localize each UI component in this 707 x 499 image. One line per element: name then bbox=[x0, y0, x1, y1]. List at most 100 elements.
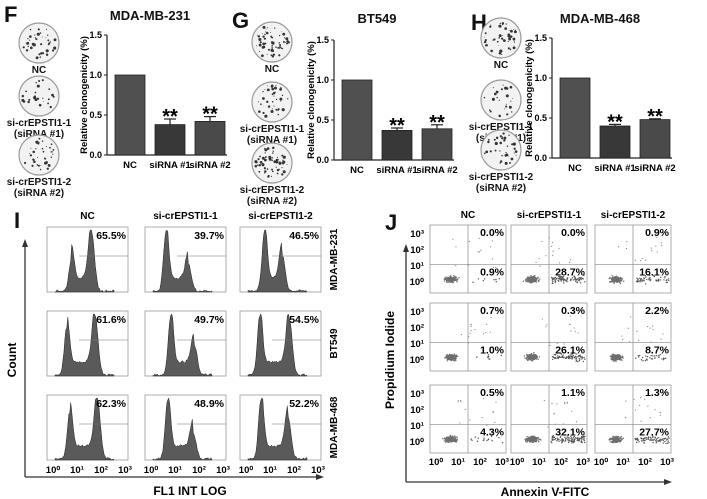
scatter-dot bbox=[551, 402, 553, 405]
colony-dot bbox=[22, 100, 26, 103]
scatter-dot bbox=[615, 356, 618, 358]
scatter-dot bbox=[450, 355, 452, 357]
colony-dot bbox=[483, 152, 486, 155]
scatter-dot bbox=[662, 358, 665, 361]
chart-title-g: BT549 bbox=[357, 11, 397, 26]
scatter-dot bbox=[581, 441, 583, 443]
scatter-dot bbox=[537, 279, 539, 281]
colony-dot bbox=[502, 38, 504, 40]
colony-dot bbox=[281, 154, 284, 157]
scatter-dot bbox=[476, 356, 478, 358]
scatter-dot bbox=[522, 280, 525, 282]
bar-nc bbox=[559, 77, 591, 159]
colony-dot bbox=[511, 111, 513, 113]
scatter-dot bbox=[648, 274, 651, 277]
scatter-dot bbox=[564, 279, 567, 281]
scatter-dot bbox=[534, 275, 536, 277]
scatter-dot bbox=[536, 438, 538, 440]
scatter-dot bbox=[652, 325, 654, 327]
colony-dot bbox=[25, 49, 29, 52]
gate-percentage: 48.9% bbox=[194, 398, 224, 410]
scatter-dot bbox=[640, 397, 642, 399]
scatter-dot bbox=[538, 438, 540, 441]
colony-dish-sirna1 bbox=[480, 79, 522, 121]
dish-label-line: si-crEPSTI1-1 bbox=[468, 122, 534, 133]
x-tick-label: 10¹ bbox=[168, 465, 182, 476]
x-tick-label: 10³ bbox=[660, 457, 674, 468]
scatter-dot bbox=[535, 437, 537, 439]
y-tick-label: 1.5 bbox=[316, 35, 329, 45]
x-tick-label: siRNA #2 bbox=[189, 160, 230, 170]
scatter-dot bbox=[579, 358, 581, 360]
scatter-dot bbox=[613, 279, 615, 282]
upper-right-percentage: 0.7% bbox=[480, 305, 505, 317]
arrow-up-icon bbox=[22, 239, 28, 247]
colony-dot bbox=[513, 41, 515, 43]
colony-dot bbox=[38, 79, 41, 82]
scatter-dot bbox=[666, 279, 668, 281]
scatter-dot bbox=[556, 403, 558, 405]
y-tick-label: 10³ bbox=[410, 229, 424, 240]
scatter-dot bbox=[562, 277, 564, 279]
colony-dot bbox=[485, 44, 488, 47]
colony-dot bbox=[507, 47, 510, 50]
colony-dot bbox=[483, 96, 486, 99]
dish-label-line: (siRNA #2) bbox=[13, 188, 65, 199]
panel-letter-j: J bbox=[385, 210, 398, 235]
scatter-dot bbox=[452, 438, 455, 441]
scatter-dot bbox=[552, 250, 554, 252]
scatter-dot bbox=[619, 441, 621, 443]
scatter-dot bbox=[668, 441, 670, 444]
scatter-dot bbox=[550, 440, 552, 443]
scatter-dot bbox=[621, 277, 623, 280]
colony-dot bbox=[503, 139, 506, 142]
colony-dot bbox=[505, 151, 507, 154]
scatter-dot bbox=[648, 277, 651, 280]
histogram-plot: 49.7% bbox=[144, 310, 227, 377]
scatter-dot bbox=[613, 277, 615, 280]
scatter-dot bbox=[526, 439, 528, 441]
scatter-dot bbox=[655, 354, 658, 357]
scatter-dot bbox=[642, 360, 644, 362]
scatter-dot bbox=[649, 357, 651, 359]
colony-dish-nc bbox=[480, 17, 522, 59]
scatter-dot bbox=[569, 355, 571, 357]
colony-dot bbox=[274, 27, 276, 29]
y-tick-label: 10³ bbox=[410, 307, 424, 318]
scatter-dot bbox=[560, 280, 563, 282]
colony-dot bbox=[493, 38, 496, 41]
scatter-dot bbox=[529, 279, 531, 282]
colony-dot bbox=[264, 89, 266, 91]
colony-dot bbox=[505, 105, 508, 108]
colony-dot bbox=[499, 150, 501, 152]
colony-dot bbox=[45, 49, 49, 53]
x-tick-label: NC bbox=[350, 165, 364, 175]
scatter-dot bbox=[566, 402, 568, 404]
scatter-dot bbox=[555, 277, 558, 280]
scatter-dot bbox=[566, 356, 568, 359]
significance-marker: ** bbox=[162, 106, 178, 128]
scatter-dot bbox=[566, 280, 568, 283]
scatter-dot bbox=[445, 280, 448, 282]
scatter-dot bbox=[452, 436, 454, 438]
scatter-dot bbox=[492, 411, 494, 413]
scatter-dot bbox=[537, 437, 539, 440]
scatter-dot bbox=[614, 436, 616, 439]
x-tick-label: 10¹ bbox=[532, 457, 546, 468]
colony-dot bbox=[50, 143, 53, 146]
scatter-dot bbox=[650, 247, 652, 249]
colony-dot bbox=[51, 151, 53, 153]
dish-label-line: si-crEPSTI1-1 bbox=[6, 118, 72, 129]
scatter-dot bbox=[449, 278, 452, 281]
colony-dot bbox=[499, 141, 503, 145]
colony-dot bbox=[276, 156, 279, 158]
scatter-dot bbox=[566, 437, 568, 440]
gate-percentage: 52.2% bbox=[289, 398, 319, 410]
scatter-dot bbox=[450, 439, 453, 442]
scatter-dot bbox=[563, 403, 566, 405]
colony-dot bbox=[287, 98, 289, 100]
colony-dot bbox=[44, 161, 48, 165]
scatter-dot bbox=[495, 435, 498, 437]
colony-dot bbox=[277, 46, 280, 49]
colony-dot bbox=[499, 162, 502, 164]
